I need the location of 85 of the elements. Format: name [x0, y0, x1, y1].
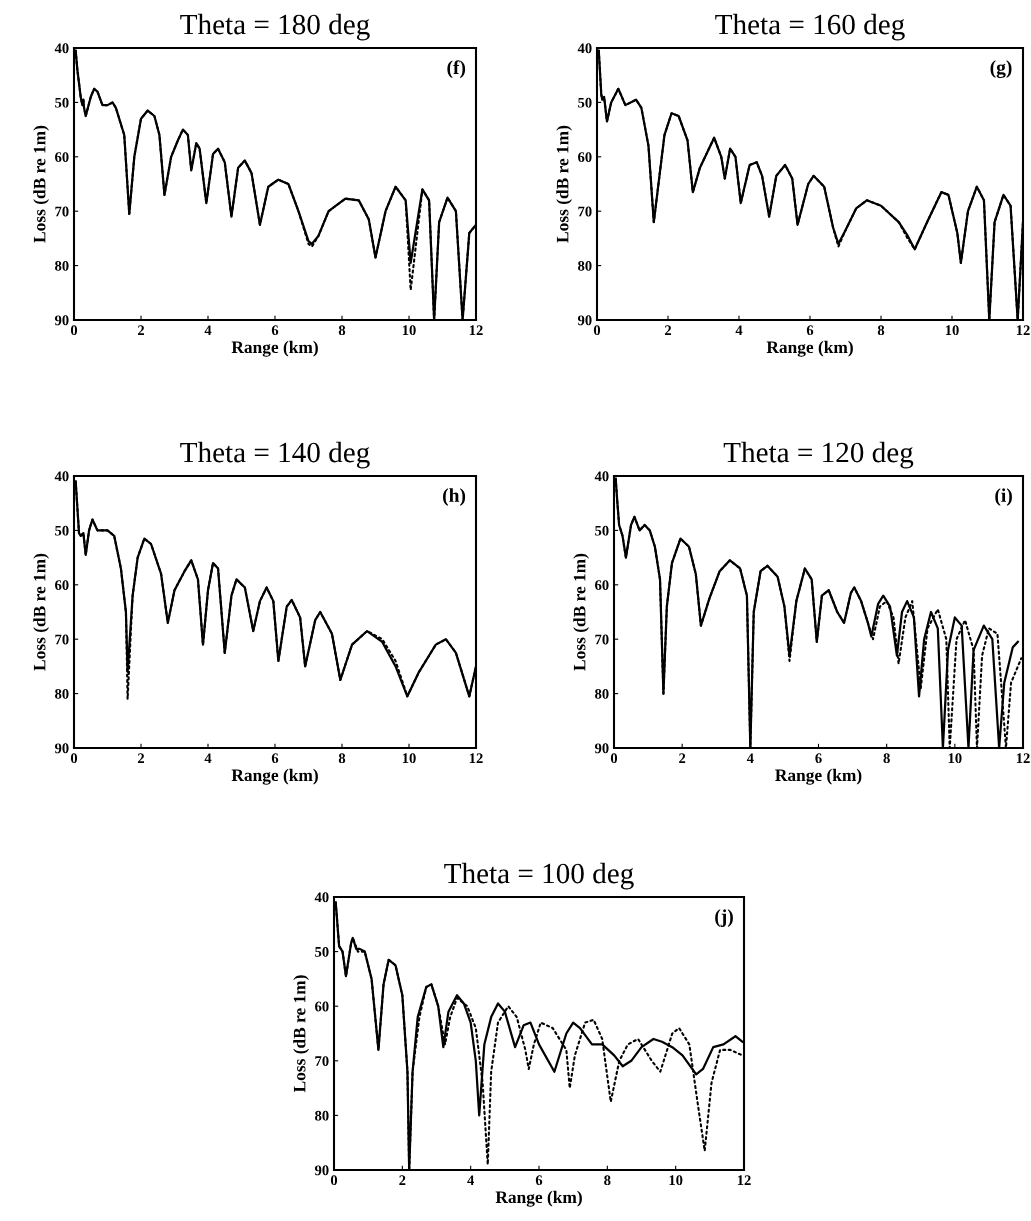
y-tick-label: 70	[55, 206, 69, 217]
x-tick-label: 0	[330, 1175, 338, 1186]
y-tick-label: 50	[55, 97, 69, 108]
x-tick-label: 8	[883, 753, 890, 764]
y-tick-label: 60	[55, 580, 69, 590]
y-tick-label: 50	[578, 97, 592, 108]
x-tick-label: 6	[535, 1175, 543, 1186]
x-tick-label: 12	[737, 1175, 751, 1185]
y-axis-title: Loss (dB re 1m)	[33, 553, 49, 671]
y-tick-label: 80	[55, 260, 69, 271]
x-tick-label: 6	[815, 753, 822, 764]
y-tick-label: 60	[55, 152, 69, 162]
y-tick-label: 80	[578, 260, 592, 271]
x-axis-title: Range (km)	[775, 768, 862, 785]
x-tick-label: 8	[338, 325, 346, 336]
x-tick-label: 10	[402, 753, 416, 764]
y-tick-label: 70	[595, 634, 609, 645]
y-tick-label: 40	[594, 471, 609, 482]
annotation: (j)	[715, 909, 733, 927]
x-tick-label: 12	[1016, 753, 1030, 763]
x-tick-label: 4	[735, 325, 743, 335]
x-tick-label: 12	[469, 753, 483, 763]
y-tick-label: 80	[55, 688, 69, 699]
chart-title: Theta = 120 deg	[723, 441, 914, 469]
y-tick-label: 90	[314, 1165, 329, 1176]
x-axis-title: Range (km)	[495, 1190, 582, 1207]
x-tick-label: 8	[877, 325, 885, 336]
y-tick-label: 40	[577, 43, 592, 54]
x-tick-label: 2	[137, 325, 145, 335]
x-tick-label: 2	[679, 753, 686, 763]
x-axis-title: Range (km)	[766, 340, 853, 357]
annotation: (f)	[447, 60, 466, 79]
x-tick-label: 4	[204, 325, 212, 335]
x-tick-label: 0	[70, 753, 78, 764]
x-tick-label: 10	[669, 1175, 683, 1186]
x-tick-label: 6	[271, 753, 279, 764]
x-tick-label: 0	[70, 325, 78, 336]
x-tick-label: 6	[806, 325, 814, 336]
y-tick-label: 50	[595, 525, 609, 536]
x-tick-label: 4	[746, 753, 754, 763]
chart-title: Theta = 160 deg	[715, 13, 905, 41]
y-axis-title: Loss (dB re 1m)	[33, 125, 49, 243]
y-tick-label: 70	[315, 1056, 329, 1066]
y-axis-title: Loss (dB re 1m)	[293, 975, 309, 1093]
y-axis-title: Loss (dB re 1m)	[556, 125, 572, 243]
x-tick-label: 4	[467, 1175, 475, 1185]
y-tick-label: 50	[55, 525, 69, 536]
y-axis-title: Loss (dB re 1m)	[573, 553, 589, 671]
x-tick-label: 10	[948, 753, 962, 764]
x-tick-label: 0	[593, 325, 601, 336]
y-tick-label: 90	[54, 743, 69, 754]
y-tick-label: 40	[314, 892, 329, 903]
x-tick-label: 4	[204, 753, 212, 763]
annotation: (h)	[443, 488, 466, 506]
x-tick-label: 8	[604, 1175, 611, 1186]
y-tick-label: 70	[55, 634, 69, 645]
y-tick-label: 60	[595, 580, 609, 590]
x-tick-label: 2	[137, 753, 145, 763]
y-tick-label: 80	[315, 1110, 329, 1121]
x-tick-label: 0	[610, 753, 618, 764]
y-tick-label: 90	[594, 743, 609, 754]
chart-title: Theta = 180 deg	[180, 13, 370, 41]
x-axis-title: Range (km)	[231, 768, 318, 785]
y-tick-label: 90	[577, 315, 592, 326]
x-tick-label: 2	[664, 325, 672, 335]
y-tick-label: 80	[595, 688, 609, 699]
chart-title: Theta = 100 deg	[444, 862, 634, 890]
y-tick-label: 40	[54, 471, 69, 482]
annotation: (g)	[990, 60, 1012, 79]
y-tick-label: 60	[578, 152, 592, 162]
y-tick-label: 60	[315, 1001, 329, 1012]
y-tick-label: 90	[54, 315, 69, 326]
x-tick-label: 8	[338, 753, 346, 764]
x-tick-label: 10	[402, 325, 416, 336]
x-tick-label: 12	[469, 325, 483, 335]
annotation: (i)	[995, 488, 1012, 506]
x-tick-label: 6	[271, 325, 279, 336]
x-axis-title: Range (km)	[231, 340, 318, 357]
x-tick-label: 2	[399, 1175, 406, 1185]
x-tick-label: 10	[945, 325, 959, 336]
chart-title: Theta = 140 deg	[180, 441, 370, 469]
y-tick-label: 50	[315, 946, 329, 957]
y-tick-label: 40	[54, 43, 69, 54]
x-tick-label: 12	[1016, 325, 1030, 335]
y-tick-label: 70	[578, 206, 592, 217]
